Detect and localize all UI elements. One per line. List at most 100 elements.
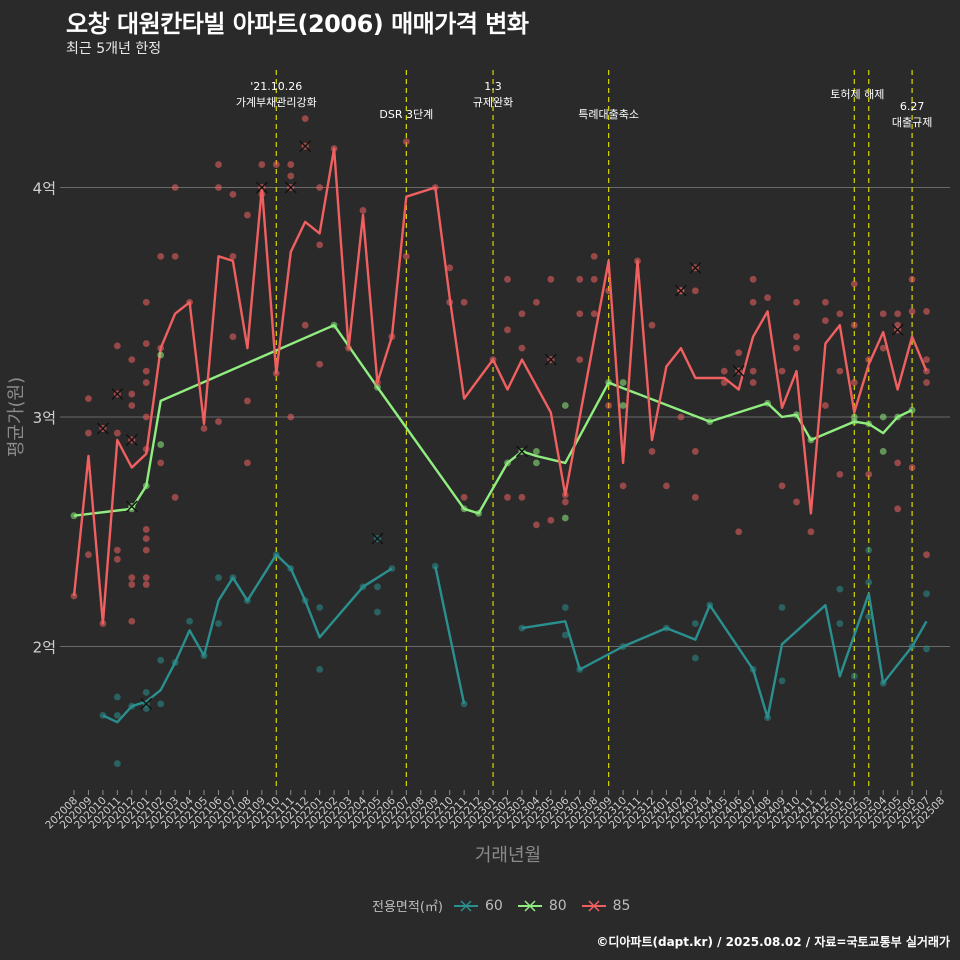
data-point-85	[605, 402, 613, 409]
event-label: 대출규제	[892, 116, 932, 129]
legend-swatch-80	[517, 899, 542, 912]
data-point-60	[561, 631, 569, 639]
cancelled-point-mark-85	[284, 181, 297, 194]
data-point-80	[70, 512, 78, 520]
data-point-85	[272, 369, 280, 377]
data-point-85	[923, 367, 930, 375]
data-point-85	[85, 395, 92, 403]
data-point-60	[113, 711, 121, 719]
data-point-85	[402, 252, 410, 260]
data-point-85	[85, 429, 92, 437]
data-point-60	[374, 583, 381, 591]
data-point-85	[822, 298, 829, 306]
data-point-85	[330, 145, 338, 152]
data-point-85	[142, 445, 150, 453]
event-label: '21.10.26	[250, 80, 302, 93]
data-point-60	[186, 617, 194, 625]
data-point-80	[475, 509, 482, 517]
data-point-60	[388, 565, 396, 572]
data-point-60	[749, 666, 757, 673]
credit-line: ©디아파트(dapt.kr) / 2025.08.02 / 자료=국토교통부 실…	[596, 935, 950, 949]
data-point-85	[547, 275, 555, 283]
data-point-60	[99, 711, 107, 719]
data-point-60	[287, 565, 295, 572]
data-point-85	[691, 287, 699, 295]
data-point-60	[171, 659, 179, 666]
data-point-85	[590, 275, 598, 283]
data-point-85	[691, 493, 699, 501]
data-point-85	[157, 344, 165, 352]
data-point-85	[113, 546, 121, 554]
event-label: 토허제 해제	[830, 87, 884, 101]
data-point-85	[157, 252, 165, 260]
data-point-60	[691, 620, 699, 627]
data-point-85	[894, 459, 902, 467]
data-point-60	[316, 604, 324, 611]
data-point-60	[142, 689, 150, 696]
data-point-85	[648, 321, 656, 329]
data-point-85	[171, 252, 179, 260]
data-point-85	[923, 308, 930, 315]
data-point-85	[142, 298, 150, 306]
data-point-85	[778, 482, 786, 490]
data-point-80	[142, 482, 150, 490]
data-point-85	[229, 190, 237, 198]
data-point-60	[561, 604, 569, 611]
cancelled-point-mark-80	[125, 500, 138, 513]
legend-label-85: 85	[612, 897, 631, 914]
cancelled-point-mark-85	[299, 140, 312, 153]
data-point-60	[244, 597, 251, 604]
cancelled-point-mark-60	[371, 532, 384, 545]
data-point-60	[215, 620, 222, 627]
data-point-85	[142, 413, 150, 421]
data-point-80	[504, 459, 511, 467]
data-point-85	[749, 379, 757, 386]
data-point-85	[518, 344, 526, 352]
data-point-85	[822, 317, 829, 325]
data-point-85	[923, 356, 930, 364]
y-tick-label: 4억	[33, 180, 56, 198]
data-point-60	[128, 702, 136, 710]
data-point-60	[272, 551, 280, 559]
data-point-85	[850, 280, 858, 288]
data-point-60	[374, 608, 381, 616]
data-point-85	[157, 459, 165, 467]
data-point-85	[836, 470, 844, 478]
data-point-85	[287, 161, 295, 168]
data-point-85	[822, 402, 829, 409]
data-point-60	[229, 574, 237, 582]
data-point-85	[749, 275, 757, 283]
data-point-85	[533, 521, 540, 529]
data-point-85	[215, 184, 222, 191]
data-point-85	[215, 161, 222, 168]
cancelled-point-mark-85	[689, 261, 702, 274]
data-point-85	[258, 190, 266, 198]
data-point-85	[807, 528, 815, 536]
data-point-85	[287, 172, 295, 180]
data-point-80	[619, 402, 627, 409]
data-point-85	[735, 528, 743, 536]
data-point-85	[793, 498, 800, 506]
legend-item-85: 85	[581, 897, 631, 914]
event-label: 특례대출축소	[578, 108, 639, 121]
series-line-60	[521, 592, 928, 719]
data-point-85	[244, 211, 251, 219]
data-point-80	[764, 399, 771, 407]
data-point-85	[778, 367, 786, 375]
chart-title: 오창 대원칸타빌 아파트(2006) 매매가격 변화	[66, 10, 529, 38]
series-line-80	[73, 324, 913, 517]
data-point-60	[460, 700, 468, 708]
data-point-85	[865, 470, 873, 478]
legend-label-80: 80	[548, 897, 567, 914]
data-point-60	[663, 624, 670, 632]
data-point-85	[229, 333, 237, 341]
data-point-85	[561, 491, 569, 499]
data-point-85	[879, 344, 887, 352]
data-point-80	[460, 505, 468, 513]
data-point-60	[691, 654, 699, 662]
data-point-85	[374, 379, 381, 386]
data-point-85	[446, 298, 454, 306]
data-point-85	[504, 493, 511, 501]
cancelled-point-mark-85	[111, 388, 124, 401]
